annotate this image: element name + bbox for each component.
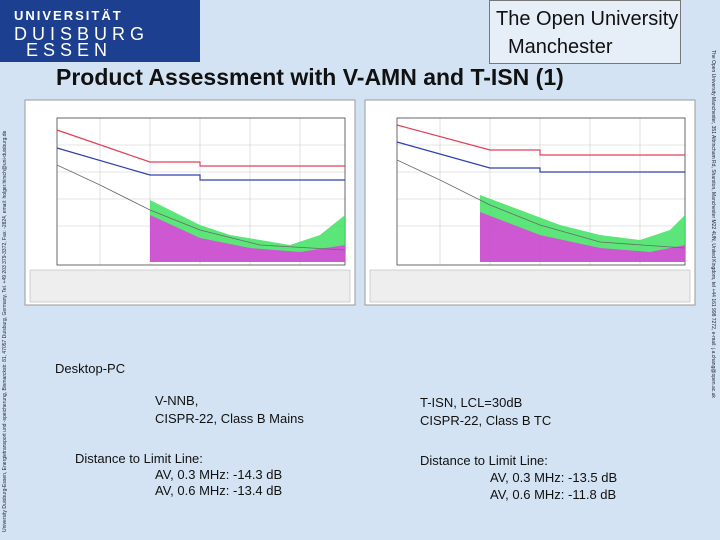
left-distance: Distance to Limit Line: bbox=[75, 451, 203, 466]
partner-line2: Manchester bbox=[508, 36, 613, 58]
partner-line1: The Open University bbox=[496, 8, 679, 30]
right-av2: AV, 0.6 MHz: -11.8 dB bbox=[490, 487, 617, 502]
device: Desktop-PC bbox=[55, 361, 126, 376]
left-setup2: CISPR-22, Class B Mains bbox=[155, 411, 304, 426]
left-av1: AV, 0.3 MHz: -14.3 dB bbox=[155, 467, 283, 482]
right-av1: AV, 0.3 MHz: -13.5 dB bbox=[490, 470, 618, 485]
logo-line2: D U I S B U R G bbox=[14, 24, 145, 44]
left-av2: AV, 0.6 MHz: -13.4 dB bbox=[155, 483, 283, 498]
plot-right bbox=[364, 99, 696, 306]
logo-line3: E S S E N bbox=[26, 40, 108, 60]
right-setup1: T-ISN, LCL=30dB bbox=[420, 395, 523, 410]
left-setup1: V-NNB, bbox=[155, 393, 199, 408]
partner-box bbox=[489, 0, 681, 64]
right-distance: Distance to Limit Line: bbox=[420, 453, 548, 468]
slide-title: Product Assessment with V-AMN and T-ISN … bbox=[56, 64, 564, 90]
right-setup2: CISPR-22, Class B TC bbox=[420, 413, 552, 428]
plot-left bbox=[24, 99, 356, 306]
logo-line1: UNIVERSITÄT bbox=[14, 8, 123, 23]
logo bbox=[0, 0, 200, 62]
